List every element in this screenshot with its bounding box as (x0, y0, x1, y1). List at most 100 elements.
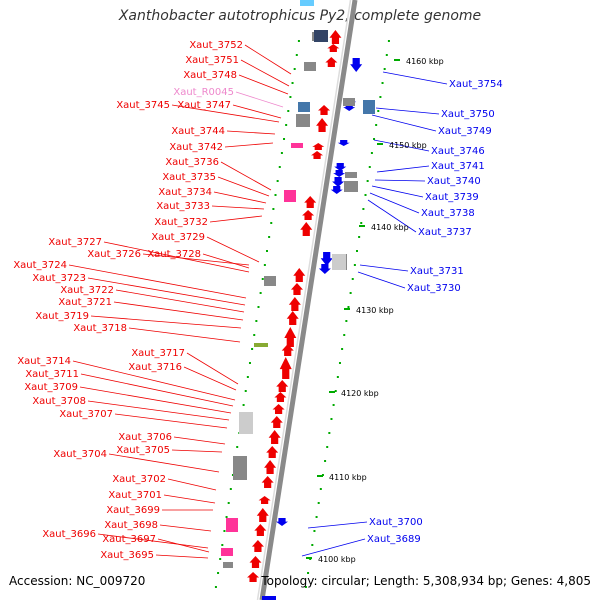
gene-label-forward: Xaut_3736 (165, 157, 219, 168)
gene-arrow-forward (288, 297, 301, 311)
leader-line (206, 236, 260, 263)
leader-line (167, 478, 217, 491)
gene-arrow-forward (261, 476, 274, 488)
leader-line (224, 142, 274, 148)
leader-line (163, 494, 216, 504)
gene-label-forward: Xaut_3718 (73, 323, 127, 334)
gene-label-forward: Xaut_R0045 (173, 87, 234, 98)
track-dot (229, 488, 232, 490)
track-dot (242, 404, 245, 406)
leader-line (232, 104, 282, 119)
track-dot (263, 264, 266, 266)
track-dot (272, 208, 275, 210)
track-dot (368, 166, 371, 168)
track-layer (214, 0, 400, 600)
gene-box-dark (314, 30, 328, 42)
gene-arrow-forward (268, 430, 281, 444)
gene-label-reverse: Xaut_3737 (418, 227, 472, 238)
track-dot (268, 236, 271, 238)
gene-label-forward: Xaut_3723 (32, 273, 86, 284)
scale-label: 4100 kbp (318, 555, 356, 564)
leader-line (367, 199, 417, 233)
leader-line (357, 271, 406, 289)
track-dot (291, 82, 294, 84)
track-dot (227, 502, 230, 504)
track-dot (304, 586, 307, 588)
leader-line (226, 130, 276, 135)
genome-axis (259, 0, 358, 600)
gene-arrow-forward (312, 143, 325, 150)
track-dot (221, 544, 224, 546)
track-dot (324, 460, 327, 462)
track-dot (231, 474, 234, 476)
gene-label-reverse: Xaut_3749 (438, 126, 492, 137)
leader-line (90, 315, 242, 329)
gene-arrow-reverse (350, 58, 363, 72)
scale-label: 4130 kbp (356, 306, 394, 315)
gene-label-forward: Xaut_3721 (58, 297, 112, 308)
track-dot (287, 110, 290, 112)
leader-line (113, 301, 244, 321)
scale-label: 4150 kbp (389, 141, 427, 150)
track-dot (377, 110, 380, 112)
gene-box-blue (262, 596, 276, 600)
track-dot (274, 194, 277, 196)
track-dot (246, 376, 249, 378)
scale-label: 4110 kbp (329, 473, 367, 482)
gene-arrow-reverse (333, 170, 346, 177)
gene-arrow-forward (325, 57, 338, 67)
gene-arrow-reverse (334, 163, 347, 171)
gene-arrow-forward (318, 105, 331, 115)
gene-layer (221, 0, 375, 600)
track-dot (219, 558, 222, 560)
accession-text: Accession: NC_009720 (9, 574, 146, 588)
track-dot (313, 530, 316, 532)
leader-line (382, 71, 448, 85)
gene-label-forward: Xaut_3724 (13, 260, 67, 271)
scale-label: 4160 kbp (406, 57, 444, 66)
leader-line (80, 373, 234, 407)
gene-arrow-forward (274, 392, 287, 402)
gene-arrow-forward (311, 151, 324, 159)
leader-line (369, 192, 420, 214)
gene-label-forward: Xaut_3714 (17, 356, 71, 367)
leader-line (373, 139, 430, 152)
gene-arrow-forward (284, 327, 297, 347)
track-dot (375, 124, 378, 126)
track-dot (370, 152, 373, 154)
track-dot (253, 334, 256, 336)
leader-line (128, 327, 241, 343)
gene-arrow-forward (256, 508, 269, 522)
track-dot (319, 488, 322, 490)
track-dot (295, 54, 298, 56)
track-dot (345, 320, 348, 322)
track-dot (257, 306, 260, 308)
track-dot (360, 222, 363, 224)
gene-arrow-forward (249, 556, 262, 568)
track-dot (259, 292, 262, 294)
leader-line (87, 400, 230, 421)
gene-label-reverse: Xaut_3730 (407, 283, 461, 294)
track-dot (307, 572, 310, 574)
gene-label-forward: Xaut_3716 (128, 362, 182, 373)
gene-arrow-forward (276, 380, 289, 392)
track-dot (379, 96, 382, 98)
track-dot (381, 82, 384, 84)
gene-arrow-reverse (337, 140, 350, 146)
map-title: Xanthobacter autotrophicus Py2, complete… (118, 8, 482, 24)
gene-label-forward: Xaut_3699 (106, 505, 160, 516)
track-dot (364, 194, 367, 196)
gene-label-reverse: Xaut_3740 (427, 176, 481, 187)
hypothetical-gene-box (345, 172, 357, 178)
track-dot (248, 362, 251, 364)
track-dot (385, 54, 388, 56)
gene-label-forward: Xaut_3708 (32, 396, 86, 407)
gene-label-reverse: Xaut_3754 (449, 79, 503, 90)
track-dot (278, 166, 281, 168)
gene-arrow-forward (300, 222, 313, 236)
leader-line (79, 386, 232, 414)
gene-label-forward: Xaut_3742 (169, 142, 223, 153)
gene-label-forward: Xaut_3734 (158, 187, 212, 198)
leader-line (97, 533, 209, 549)
leader-line (375, 107, 440, 115)
